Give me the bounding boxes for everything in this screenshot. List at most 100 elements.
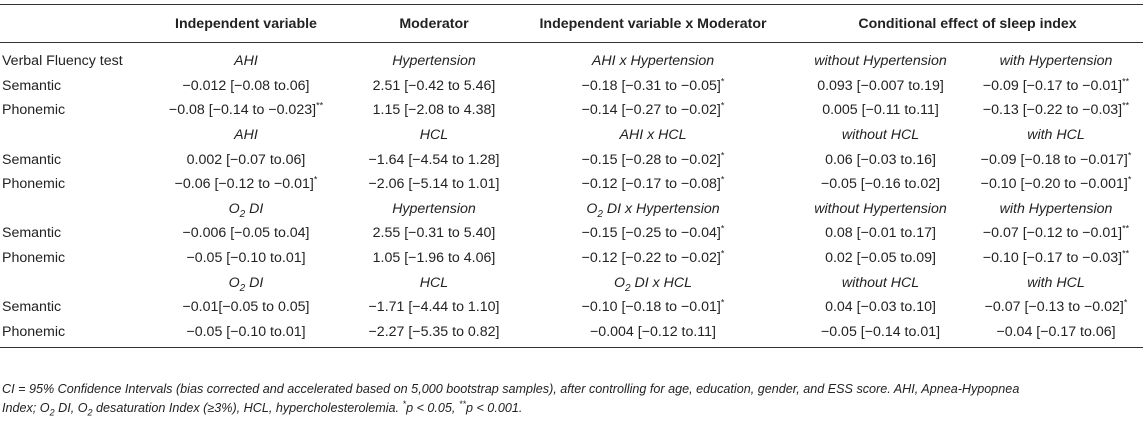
footnote-desat-text: desaturation Index (≥3%), HCL, hyperchol… — [92, 401, 403, 415]
significance-mark: ** — [1122, 100, 1130, 111]
significance-mark: ** — [1122, 248, 1130, 259]
footnote-o2di-text: DI, O — [54, 401, 88, 415]
sub-with: with HCL — [1027, 274, 1085, 291]
sub-without: without Hypertension — [814, 200, 947, 217]
cell-moderator: 1.05 [−1.96 to 4.06] — [372, 250, 496, 267]
cell-moderator: −1.71 [−4.44 to 1.10] — [368, 299, 500, 316]
cell-moderator: −1.64 [−4.54 to 1.28] — [368, 151, 500, 168]
sub-moderator: Hypertension — [392, 53, 476, 70]
cell-interaction: −0.15 [−0.25 to −0.04]* — [514, 221, 792, 246]
cell-interaction: −0.14 [−0.27 to −0.02]* — [514, 98, 792, 123]
cell-value: −0.04 [−0.17 to.06] — [996, 323, 1116, 340]
subheader-row: AHI HCL AHI x HCL without HCL with HCL — [0, 123, 1143, 148]
sub-moderator: HCL — [419, 127, 449, 144]
cell-value: −0.08 [−0.14 to −0.023] — [168, 102, 317, 119]
significance-mark: ** — [1122, 76, 1130, 87]
significance-mark: * — [1123, 297, 1128, 308]
footnote-star-2: ** — [458, 398, 466, 409]
significance-mark: * — [720, 223, 725, 234]
results-table: Independent variable Moderator Independe… — [0, 4, 1143, 349]
cell-with: −0.07 [−0.12 to −0.01]** — [969, 221, 1143, 246]
o2-subscript: 2 — [597, 208, 603, 220]
sub-interaction-rest: DI x Hypertension — [602, 200, 720, 217]
sub-iv: O2 DI — [138, 270, 354, 295]
table-footnote: CI = 95% Confidence Intervals (bias corr… — [2, 380, 1141, 418]
o2-subscript: 2 — [87, 407, 93, 418]
significance-mark: * — [720, 149, 725, 160]
cell-value: −0.01[−0.05 to 0.05] — [182, 299, 310, 316]
row-label: Phonemic — [0, 319, 138, 349]
sub-with: with Hypertension — [999, 53, 1113, 70]
row-label: Semantic — [2, 151, 62, 168]
cell-iv: −0.012 [−0.08 to.06] — [138, 74, 354, 99]
cell-value: −0.13 [−0.22 to −0.03] — [982, 102, 1123, 119]
cell-moderator: 2.55 [−0.31 to 5.40] — [372, 225, 496, 242]
row-label: Phonemic — [2, 250, 66, 267]
sub-moderator: HCL — [419, 274, 449, 291]
o2-subscript: 2 — [624, 282, 631, 294]
cell-value: −0.12 [−0.17 to −0.08] — [581, 176, 721, 193]
cell-value: −0.05 [−0.16 to.02] — [820, 176, 941, 193]
cell-interaction: −0.18 [−0.31 to −0.05]* — [514, 74, 792, 99]
cell-value: −0.05 [−0.10 to.01] — [186, 323, 306, 340]
significance-mark: ** — [1122, 223, 1130, 234]
subheader-blank — [0, 197, 138, 222]
cell-value: −0.12 [−0.22 to −0.02] — [581, 250, 721, 267]
header-blank — [0, 4, 138, 43]
cell-value: −0.06 [−0.12 to −0.01] — [174, 176, 314, 193]
cell-value: −0.07 [−0.12 to −0.01] — [982, 225, 1123, 242]
cell-moderator: −2.06 [−5.14 to 1.01] — [368, 176, 500, 193]
footnote-p2: p < 0.001. — [465, 401, 523, 415]
significance-mark: * — [720, 297, 725, 308]
cell-with: −0.04 [−0.17 to.06] — [969, 319, 1143, 349]
cell-with: −0.09 [−0.18 to −0.017]* — [969, 147, 1143, 172]
cell-iv: 0.002 [−0.07 to.06] — [138, 147, 354, 172]
cell-value: −0.006 [−0.05 to.04] — [182, 225, 310, 242]
cell-iv: −0.006 [−0.05 to.04] — [138, 221, 354, 246]
table-row: Semantic 0.002 [−0.07 to.06] −1.64 [−4.5… — [0, 147, 1143, 172]
cell-value: 0.06 [−0.03 to.16] — [825, 151, 936, 168]
cell-value: 0.04 [−0.03 to.10] — [825, 299, 936, 316]
cell-value: −0.09 [−0.17 to −0.01] — [982, 77, 1123, 94]
table-row: Phonemic −0.05 [−0.10 to.01] 1.05 [−1.96… — [0, 246, 1143, 271]
significance-mark: * — [1127, 149, 1132, 160]
significance-mark: * — [1127, 174, 1132, 185]
sub-iv: AHI — [234, 127, 258, 144]
cell-without: 0.04 [−0.03 to.10] — [792, 295, 969, 320]
cell-value: 0.002 [−0.07 to.06] — [186, 151, 306, 168]
table-row: Semantic −0.012 [−0.08 to.06] 2.51 [−0.4… — [0, 74, 1143, 99]
footnote-p1: p < 0.05, — [406, 401, 459, 415]
cell-iv: −0.06 [−0.12 to −0.01]* — [138, 172, 354, 197]
subheader-blank — [0, 270, 138, 295]
cell-value: −0.15 [−0.25 to −0.04] — [581, 225, 721, 242]
sub-with: with Hypertension — [999, 200, 1113, 217]
cell-moderator: −2.27 [−5.35 to 0.82] — [354, 319, 514, 349]
cell-iv: −0.01[−0.05 to 0.05] — [138, 295, 354, 320]
subheader-blank — [0, 123, 138, 148]
header-moderator: Moderator — [354, 4, 514, 43]
header-independent-variable: Independent variable — [138, 4, 354, 43]
significance-mark: * — [720, 248, 725, 259]
header-row: Independent variable Moderator Independe… — [0, 4, 1143, 43]
row-label: Semantic — [2, 77, 62, 94]
subheader-row: Verbal Fluency test AHI Hypertension AHI… — [0, 43, 1143, 74]
cell-without: −0.05 [−0.14 to.01] — [792, 319, 969, 349]
cell-without: 0.02 [−0.05 to.09] — [792, 246, 969, 271]
cell-value: −0.012 [−0.08 to.06] — [182, 77, 310, 94]
significance-mark: * — [720, 76, 725, 87]
table-row: Phonemic −0.08 [−0.14 to −0.023]** 1.15 … — [0, 98, 1143, 123]
sub-with: with HCL — [1027, 127, 1085, 144]
o2-subscript: 2 — [49, 407, 55, 418]
significance-mark: ** — [316, 100, 324, 111]
cell-with: −0.07 [−0.13 to −0.02]* — [969, 295, 1143, 320]
subheader-row: O2 DI Hypertension O2 DI x Hypertension … — [0, 197, 1143, 222]
sub-iv-rest: DI — [245, 200, 264, 217]
header-interaction: Independent variable x Moderator — [514, 4, 792, 43]
header-conditional-effect: Conditional effect of sleep index — [792, 4, 1143, 43]
cell-without: −0.05 [−0.16 to.02] — [792, 172, 969, 197]
o2-subscript: 2 — [239, 282, 246, 294]
table-row: Semantic −0.006 [−0.05 to.04] 2.55 [−0.3… — [0, 221, 1143, 246]
cell-with: −0.13 [−0.22 to −0.03]** — [969, 98, 1143, 123]
sub-iv: AHI — [234, 53, 258, 70]
cell-interaction: −0.004 [−0.12 to.11] — [514, 319, 792, 349]
